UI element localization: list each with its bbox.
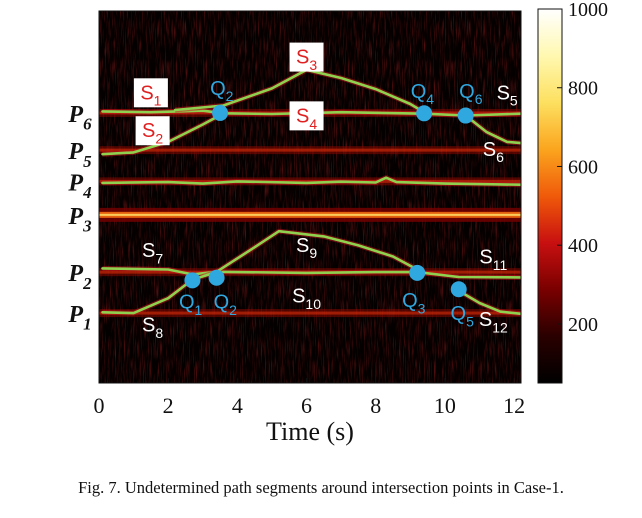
path-curves xyxy=(101,67,521,317)
intersection-point-q2-4 xyxy=(208,269,225,286)
series-line-4 xyxy=(101,176,521,186)
segment-label-s11: S11 xyxy=(479,247,507,273)
segment-label-s2: S2 xyxy=(142,120,163,146)
intersection-point-q1-3 xyxy=(184,272,201,289)
intersection-label-q2-0: Q2 xyxy=(210,78,234,104)
segment-label-s4: S4 xyxy=(296,105,317,131)
colorbar-tick-label-4: 1000 xyxy=(568,0,608,21)
plot-area: S1 S2 S3 S4 S5 S6 S7 S8 S9 S10 S11 S12 Q2 Q4 Q6 Q1 Q2 Q3… xyxy=(98,10,522,384)
colorbar-ticks: 200 400 600 800 1000 xyxy=(557,0,608,336)
x-tick-label-3: 6 xyxy=(301,393,312,418)
x-tick-label-0: 0 xyxy=(94,393,105,418)
intersection-label-q1-3: Q1 xyxy=(179,292,203,318)
colorbar-gradient xyxy=(537,8,563,384)
intersection-point-q5-6 xyxy=(450,281,467,298)
colorbar-tick-label-0: 200 xyxy=(568,314,598,336)
intersection-label-q3-5: Q3 xyxy=(402,290,426,316)
x-tick-label-1: 2 xyxy=(163,393,174,418)
x-axis: 0 2 4 6 8 10 12 xyxy=(94,378,525,418)
series-line-6 xyxy=(215,229,419,274)
intersection-label-q4-1: Q4 xyxy=(411,81,435,107)
segment-label-box-s3 xyxy=(289,42,324,72)
spectrogram-figure: S1 S2 S3 S4 S5 S6 S7 S8 S9 S10 S11 S12 Q2 Q4 Q6 Q1 Q2 Q3… xyxy=(67,0,608,446)
band-hot-p3 xyxy=(99,213,521,216)
series-line-0 xyxy=(101,109,521,117)
plot-frame xyxy=(98,10,522,384)
path-label-p2: P2 xyxy=(67,261,92,293)
intersection-point-q4-1 xyxy=(416,105,433,122)
colorbar-tick-label-3: 800 xyxy=(568,78,598,100)
x-tick-label-2: 4 xyxy=(232,393,243,418)
path-label-p5: P5 xyxy=(67,139,92,171)
segment-label-box-s1 xyxy=(133,78,168,108)
intersection-label-q6-2: Q6 xyxy=(459,81,483,107)
x-tick-label-4: 8 xyxy=(370,393,381,418)
intersection-label-q5-6: Q5 xyxy=(451,303,475,329)
x-axis-title: Time (s) xyxy=(266,417,354,446)
intersection-label-q2-4: Q2 xyxy=(214,292,238,318)
series-line-5 xyxy=(101,267,521,279)
x-tick-label-6: 12 xyxy=(503,393,525,418)
segment-label-box-s2 xyxy=(135,116,170,146)
series-line-3 xyxy=(464,114,521,145)
intersection-markers xyxy=(184,104,474,298)
segment-labels: S1 S2 S3 S4 S5 S6 S7 S8 S9 S10 S11 S12 xyxy=(133,42,518,341)
segment-label-box-s4 xyxy=(289,101,324,131)
path-label-p6: P6 xyxy=(67,102,92,134)
band-core-p5 xyxy=(99,148,521,152)
series-line-7 xyxy=(101,270,218,315)
segment-label-s10: S10 xyxy=(292,285,321,311)
segment-label-s3: S3 xyxy=(296,47,317,73)
segment-label-s9: S9 xyxy=(296,235,317,261)
segment-label-s12: S12 xyxy=(479,309,508,335)
path-label-p1: P1 xyxy=(67,302,91,334)
intersection-point-q3-5 xyxy=(409,264,426,281)
intersection-point-q2-0 xyxy=(212,104,229,121)
path-label-p4: P4 xyxy=(67,170,91,202)
path-label-p3: P3 xyxy=(67,204,92,236)
series-line-1 xyxy=(173,68,426,114)
band-core-p1 xyxy=(99,311,521,315)
intersection-point-q6-2 xyxy=(457,107,474,124)
segment-label-s8: S8 xyxy=(142,314,163,340)
colorbar: 200 400 600 800 1000 xyxy=(537,0,608,384)
segment-label-s7: S7 xyxy=(142,240,163,266)
segment-label-s1: S1 xyxy=(140,82,161,108)
series-line-8 xyxy=(457,289,521,316)
colorbar-tick-label-1: 400 xyxy=(568,235,598,257)
intersection-labels: Q2 Q4 Q6 Q1 Q2 Q3 Q5 xyxy=(179,78,483,329)
figure-caption: Fig. 7. Undetermined path segments aroun… xyxy=(78,478,564,497)
x-tick-label-5: 10 xyxy=(434,393,456,418)
colorbar-tick-label-2: 600 xyxy=(568,156,598,178)
segment-label-s6: S6 xyxy=(483,139,504,165)
segment-label-s5: S5 xyxy=(497,82,518,108)
